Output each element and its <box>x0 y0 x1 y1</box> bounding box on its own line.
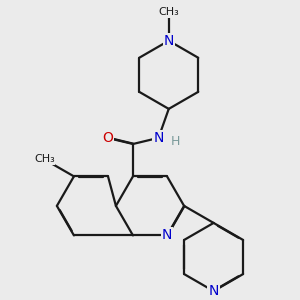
Text: N: N <box>208 284 219 298</box>
Text: CH₃: CH₃ <box>34 154 55 164</box>
Text: N: N <box>153 131 164 145</box>
Text: O: O <box>102 131 113 145</box>
Text: CH₃: CH₃ <box>158 7 179 17</box>
Text: N: N <box>164 34 174 48</box>
Text: N: N <box>162 228 172 242</box>
Text: H: H <box>171 135 180 148</box>
